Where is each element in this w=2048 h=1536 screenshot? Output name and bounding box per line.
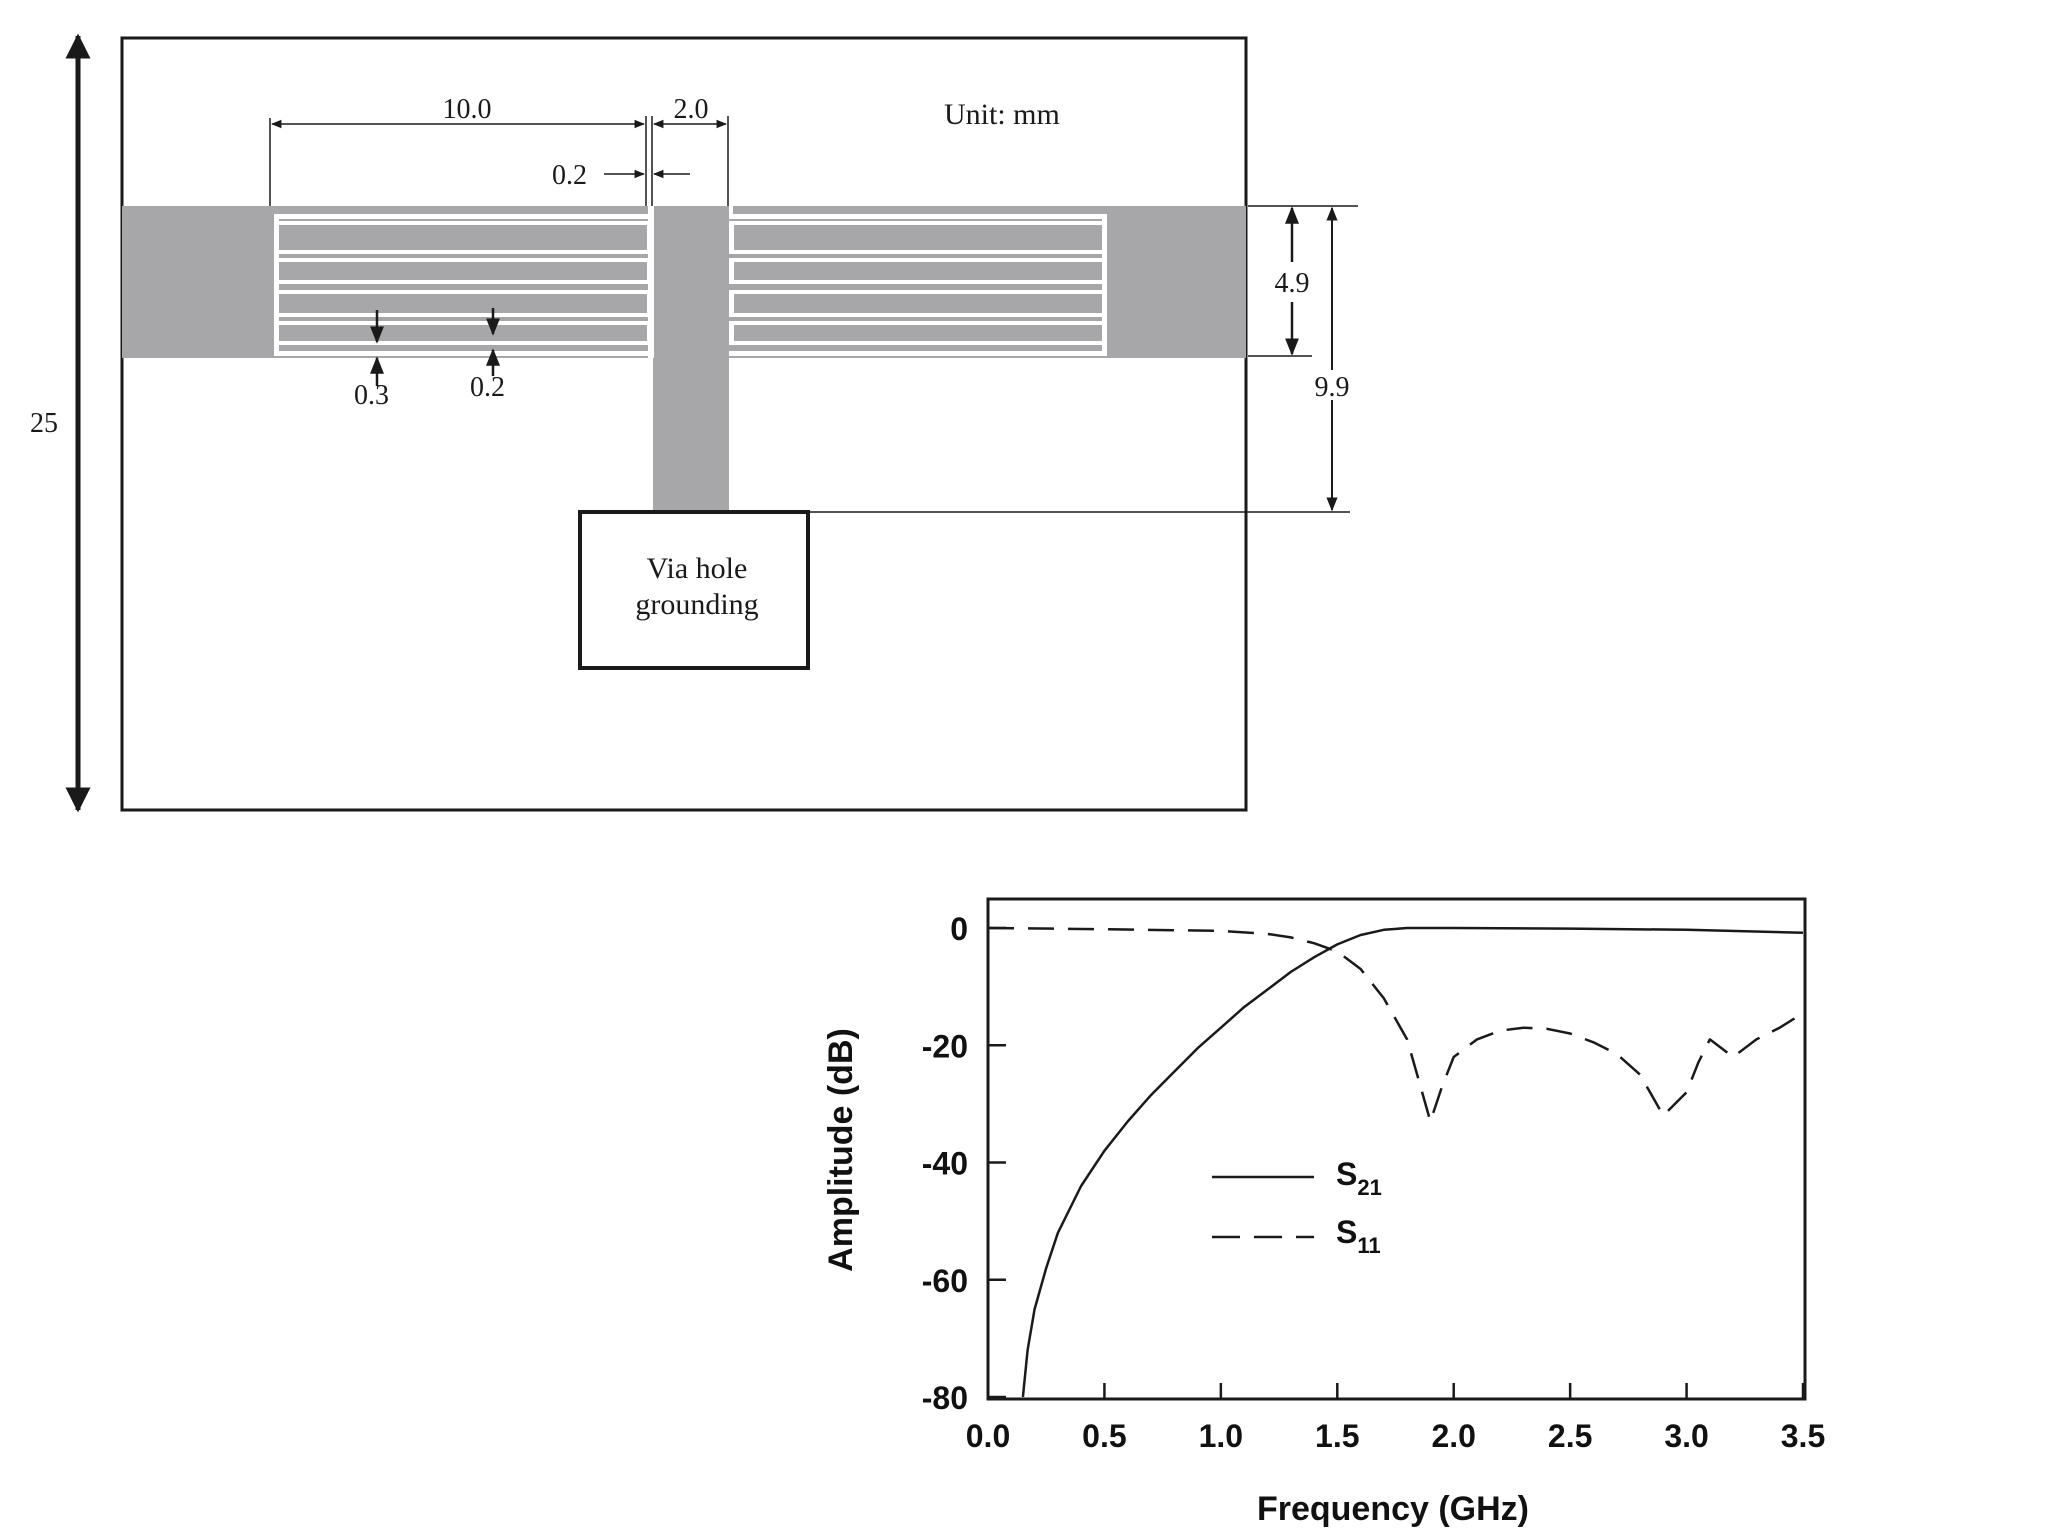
x-tick-label: 1.0 <box>1199 1418 1243 1454</box>
s-parameter-chart: 0 -20 -40 -60 -80 0.0 0.5 1.0 1.5 2.0 2.5 3.0 3.5 A… <box>822 897 1825 1528</box>
left-feed-pad <box>122 206 272 358</box>
x-tick-label: 0.5 <box>1082 1418 1126 1454</box>
right-feed-pad <box>1108 206 1246 358</box>
substrate-board <box>120 36 1248 812</box>
chart-series <box>987 926 1804 1398</box>
chart-legend: S21 S11 <box>1212 1156 1382 1258</box>
y-axis-label: Amplitude (dB) <box>822 1028 860 1272</box>
x-tick-label: 2.0 <box>1431 1418 1475 1454</box>
filter-layout-diagram: Via hole grounding Unit: mm 25 10.0 2.0 … <box>30 33 1358 813</box>
x-tick-label: 2.5 <box>1548 1418 1592 1454</box>
legend-s21-label: S21 <box>1336 1156 1382 1200</box>
stub-length-label: 9.9 <box>1315 372 1350 403</box>
via-hole-box <box>578 510 810 670</box>
via-label-line1: Via hole <box>647 552 748 585</box>
line-width-label: 4.9 <box>1275 268 1310 299</box>
x-axis-label: Frequency (GHz) <box>1257 1490 1529 1528</box>
x-tick-label: 0.0 <box>966 1418 1010 1454</box>
x-tick-label: 1.5 <box>1315 1418 1359 1454</box>
x-tick-label: 3.0 <box>1664 1418 1708 1454</box>
series-s11-line <box>987 926 1804 1123</box>
x-axis-ticks: 0.0 0.5 1.0 1.5 2.0 2.5 3.0 3.5 <box>966 1383 1825 1454</box>
center-stub <box>653 206 729 512</box>
y-tick-label: -20 <box>922 1028 968 1064</box>
finger-length-label: 10.0 <box>443 94 492 125</box>
finger-gap-label: 0.2 <box>470 372 505 403</box>
y-tick-label: -60 <box>922 1263 968 1299</box>
board-height-label: 25 <box>30 408 58 439</box>
gap-label: 0.2 <box>552 160 587 191</box>
plot-frame <box>986 897 1807 1401</box>
via-label-line2: grounding <box>635 588 758 621</box>
y-tick-label: -40 <box>922 1146 968 1182</box>
left-finger-slots <box>274 214 652 356</box>
legend-s11-label: S11 <box>1336 1214 1381 1258</box>
stub-gap <box>648 206 654 358</box>
series-s21-line <box>1021 926 1804 1398</box>
unit-label: Unit: mm <box>944 98 1060 131</box>
y-tick-label: 0 <box>950 911 968 947</box>
x-tick-label: 3.5 <box>1781 1418 1825 1454</box>
y-tick-label: -80 <box>922 1380 968 1416</box>
strip-width-label: 0.3 <box>354 380 389 411</box>
right-finger-slots <box>729 206 1107 356</box>
y-axis-ticks: 0 -20 -40 -60 -80 <box>922 911 1006 1416</box>
stub-width-label: 2.0 <box>674 94 709 125</box>
